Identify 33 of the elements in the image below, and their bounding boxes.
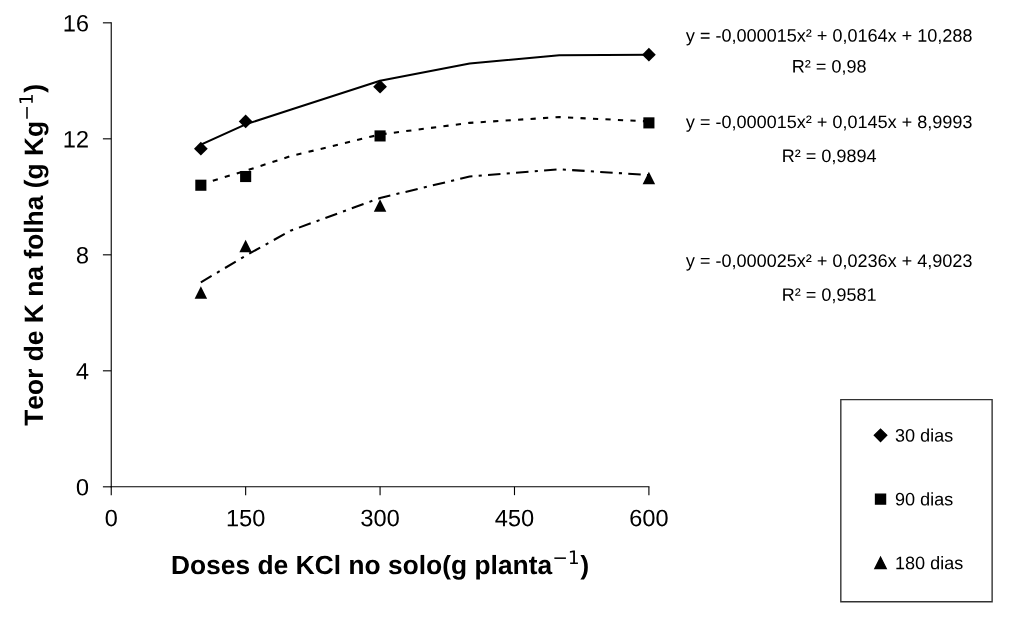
y-tick-label: 0 [76, 478, 89, 496]
point [195, 179, 207, 191]
point [642, 171, 656, 185]
y-tick-label: 16 [64, 14, 88, 32]
text: R² = 0,98 [793, 59, 866, 75]
x-tick-label: 0 [105, 509, 117, 527]
x-tick-label: 300 [361, 509, 399, 527]
text: y = -0,000025x² + 0,0236x + 4,9023 [685, 254, 972, 271]
point [238, 114, 253, 129]
point [373, 199, 387, 212]
text: y = -0,000015x² + 0,0164x + 10,288 [685, 29, 972, 46]
text: R² = 0,9581 [783, 288, 876, 304]
y-tick-label: 12 [64, 130, 88, 148]
point [373, 79, 387, 94]
x-tick-label: 450 [495, 509, 534, 527]
y-tick-label: 8 [76, 246, 88, 264]
point [193, 141, 208, 156]
point [643, 117, 655, 129]
x-tick-label: 600 [630, 509, 668, 527]
y-tick-label: 4 [76, 363, 89, 380]
legend-label: 90 dias [895, 492, 953, 506]
x-tick-label: 150 [227, 509, 265, 527]
point [194, 286, 208, 299]
point [374, 130, 386, 142]
y-axis-title: Teor de K na folha (g Kg$^{−1}$) [19, 85, 49, 426]
point [642, 47, 656, 62]
text: R² = 0,9894 [783, 149, 877, 165]
x-axis-title: Doses de KCl no solo(g planta$^{−1}$) [172, 550, 588, 580]
legend-label: 30 dias [895, 428, 953, 442]
text: y = -0,000015x² + 0,0145x + 8,9993 [685, 115, 972, 132]
point [239, 239, 252, 253]
point [240, 170, 252, 183]
legend-label: 180 dias [896, 556, 963, 570]
